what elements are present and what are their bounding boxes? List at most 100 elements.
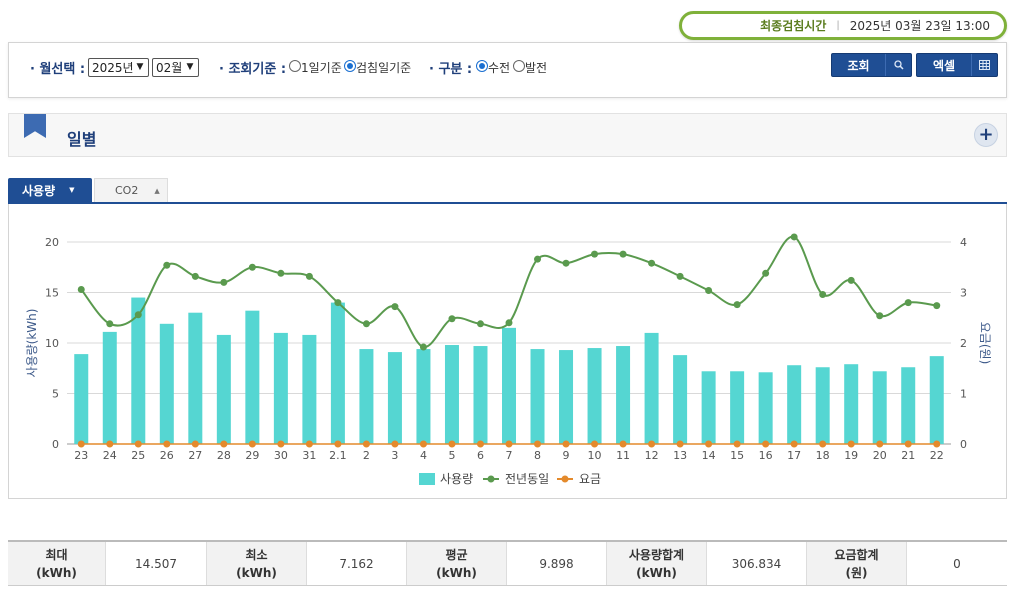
tab-usage[interactable]: 사용량 ▼ xyxy=(8,178,92,202)
point-previous-year xyxy=(134,311,142,319)
x-tick-label: 17 xyxy=(787,449,801,462)
separator: | xyxy=(836,20,840,31)
point-fee xyxy=(534,440,542,448)
plus-icon[interactable]: + xyxy=(974,123,998,147)
point-fee xyxy=(619,440,627,448)
summary-header: 평균 (kWh) xyxy=(407,542,507,585)
bar-usage xyxy=(502,327,516,444)
point-previous-year xyxy=(790,233,798,241)
tab-co2[interactable]: CO2 ▲ xyxy=(94,178,168,202)
x-tick-label: 14 xyxy=(702,449,716,462)
year-select[interactable]: 2025년 ▼ xyxy=(88,58,149,77)
y2-tick-label: 1 xyxy=(960,388,967,401)
x-tick-label: 31 xyxy=(302,449,316,462)
x-tick-label: 27 xyxy=(188,449,202,462)
point-fee xyxy=(505,440,513,448)
point-fee xyxy=(591,440,599,448)
x-tick-label: 10 xyxy=(588,449,602,462)
y2-axis-label: 요금(원) xyxy=(978,322,992,364)
bar-usage xyxy=(901,367,916,444)
x-tick-label: 29 xyxy=(245,449,259,462)
basis-option-reading-day[interactable]: 검침일기준 xyxy=(356,61,412,75)
x-tick-label: 5 xyxy=(448,449,455,462)
y2-tick-label: 4 xyxy=(960,236,967,249)
point-previous-year xyxy=(163,261,171,269)
point-previous-year xyxy=(334,299,342,307)
x-tick-label: 7 xyxy=(506,449,513,462)
bar-usage xyxy=(587,348,602,444)
legend-label-usage: 사용량 xyxy=(440,472,473,486)
x-tick-label: 2 xyxy=(363,449,370,462)
summary-header-line: 요금합계 xyxy=(834,547,879,562)
section-title: 일별 xyxy=(67,130,97,149)
bar-usage xyxy=(616,346,631,444)
x-tick-label: 22 xyxy=(930,449,944,462)
basis-label: · 조회기준 : xyxy=(219,62,287,77)
basis-radio-1day[interactable] xyxy=(289,60,301,72)
excel-button[interactable]: 엑셀 xyxy=(916,53,998,77)
point-fee xyxy=(705,440,713,448)
x-tick-label: 21 xyxy=(901,449,915,462)
point-fee xyxy=(391,440,399,448)
summary-header: 사용량합계 (kWh) xyxy=(607,542,707,585)
year-select-value: 2025년 xyxy=(92,61,134,75)
point-previous-year xyxy=(933,302,941,310)
point-fee xyxy=(876,440,884,448)
x-tick-label: 26 xyxy=(160,449,174,462)
point-previous-year xyxy=(220,278,228,286)
legend-marker-fee xyxy=(561,475,569,483)
bar-usage xyxy=(216,334,231,444)
bar-usage xyxy=(701,371,716,444)
point-previous-year xyxy=(391,303,399,311)
summary-header-line: 사용량합계 xyxy=(628,547,685,562)
point-previous-year xyxy=(277,269,285,277)
query-button[interactable]: 조회 xyxy=(831,53,912,77)
summary-header-line: (kWh) xyxy=(436,565,477,580)
point-fee xyxy=(163,440,171,448)
bar-usage xyxy=(188,312,203,444)
bar-usage xyxy=(473,346,488,444)
legend-label-fee: 요금 xyxy=(579,472,601,486)
bar-usage xyxy=(758,372,773,444)
y2-tick-label: 3 xyxy=(960,287,967,300)
x-tick-label: 12 xyxy=(645,449,659,462)
summary-header-line: 평균 xyxy=(445,547,468,562)
point-fee xyxy=(191,440,199,448)
x-tick-label: 2.1 xyxy=(329,449,347,462)
point-fee xyxy=(305,440,313,448)
summary-header-line: 최소 xyxy=(245,547,268,562)
point-previous-year xyxy=(505,319,513,327)
month-select[interactable]: 02월 ▼ xyxy=(152,58,199,77)
point-fee xyxy=(248,440,256,448)
last-reading-time: 최종검침시간 | 2025년 03월 23일 13:00 xyxy=(679,11,1007,40)
summary-value: 7.162 xyxy=(307,542,407,585)
type-radio-generate[interactable] xyxy=(513,60,525,72)
x-tick-label: 25 xyxy=(131,449,145,462)
x-tick-label: 20 xyxy=(873,449,887,462)
usage-chart: 0 5 10 15 20 0 1 2 3 4 사용량(kWh) 요금(원) 23 24 25 26 27 28 29… xyxy=(8,204,1007,499)
point-fee xyxy=(220,440,228,448)
legend-marker-previous-year xyxy=(487,475,495,483)
type-option-receive[interactable]: 수전 xyxy=(488,61,511,75)
point-fee xyxy=(847,440,855,448)
point-previous-year xyxy=(191,272,199,280)
summary-header: 요금합계 (원) xyxy=(807,542,907,585)
summary-value: 0 xyxy=(953,556,961,571)
point-fee xyxy=(819,440,827,448)
chevron-down-icon: ▼ xyxy=(136,62,144,72)
type-option-generate[interactable]: 발전 xyxy=(525,61,548,75)
point-fee xyxy=(733,440,741,448)
basis-radio-reading-day[interactable] xyxy=(344,60,356,72)
x-tick-label: 24 xyxy=(103,449,117,462)
basis-option-1day[interactable]: 1일기준 xyxy=(301,61,342,75)
summary-header-line: (원) xyxy=(845,565,868,580)
type-radio-receive[interactable] xyxy=(476,60,488,72)
bar-usage xyxy=(245,310,260,444)
grid-icon xyxy=(971,54,997,76)
bar-usage xyxy=(302,334,317,444)
caret-down-icon: ▼ xyxy=(69,186,75,194)
point-fee xyxy=(904,440,912,448)
point-previous-year xyxy=(362,320,370,328)
point-previous-year xyxy=(448,315,456,323)
